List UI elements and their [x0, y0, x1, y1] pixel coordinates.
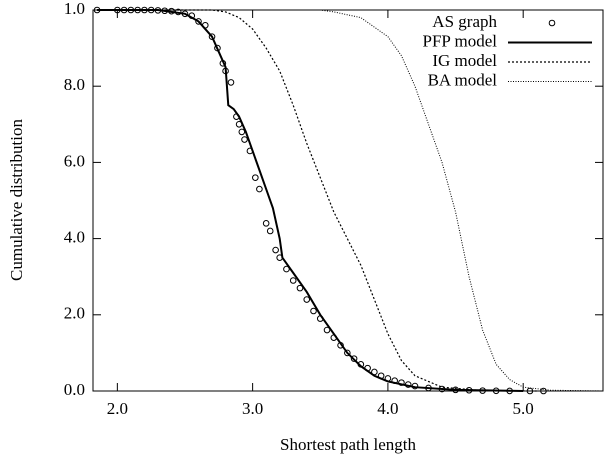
y-tick-label: 2.0: [64, 304, 85, 323]
y-tick-label: 6.0: [64, 151, 85, 170]
data-point: [256, 185, 263, 193]
legend-label: IG model: [432, 51, 497, 70]
data-point: [241, 136, 248, 143]
legend-label: BA model: [428, 70, 498, 89]
data-point: [296, 284, 304, 292]
data-point: [303, 296, 311, 303]
plot-frame: [92, 9, 604, 392]
data-point: [350, 355, 358, 362]
data-point: [283, 265, 290, 273]
data-point: [344, 349, 351, 357]
y-tick-label: 8.0: [64, 75, 85, 94]
x-tick-label: 5.0: [513, 399, 534, 418]
data-point: [195, 18, 202, 25]
data-point: [227, 79, 235, 86]
data-point: [540, 387, 547, 395]
y-axis-label: Cumulative distribution: [7, 119, 26, 281]
data-point: [289, 277, 297, 284]
y-tick-label: 0.0: [64, 380, 85, 399]
data-point: [262, 220, 270, 227]
data-point: [238, 128, 246, 136]
legend-label: PFP model: [423, 31, 498, 50]
x-tick-label: 3.0: [242, 399, 263, 418]
data-point: [252, 174, 259, 181]
series-line: [97, 9, 524, 392]
data-point: [398, 379, 405, 386]
data-point: [272, 246, 279, 254]
data-point: [266, 227, 274, 235]
y-tick-label: 4.0: [64, 228, 85, 247]
legend-marker: [548, 19, 556, 27]
x-axis-label: Shortest path length: [280, 435, 416, 454]
x-tick-label: 4.0: [377, 399, 398, 418]
data-point: [208, 33, 216, 40]
data-point: [310, 307, 317, 315]
series-line: [97, 9, 604, 392]
legend-label: AS graph: [432, 12, 497, 31]
x-tick-label: 2.0: [107, 399, 128, 418]
data-point: [323, 326, 331, 334]
y-tick-label: 1.0: [64, 0, 85, 18]
